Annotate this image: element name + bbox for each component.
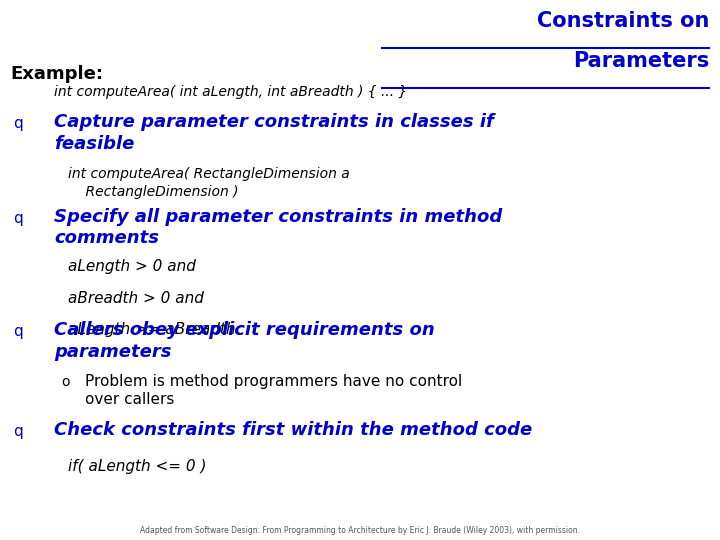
Text: Constraints on: Constraints on	[537, 11, 709, 31]
Text: Capture parameter constraints in classes if
feasible: Capture parameter constraints in classes…	[54, 113, 494, 153]
Text: q: q	[13, 211, 23, 226]
Text: Check constraints first within the method code: Check constraints first within the metho…	[54, 421, 532, 439]
Text: if( aLength <= 0 ): if( aLength <= 0 )	[68, 459, 207, 474]
Text: aLength >= aBreadth: aLength >= aBreadth	[68, 322, 236, 337]
Text: int computeArea( int aLength, int aBreadth ) { ... }: int computeArea( int aLength, int aBread…	[54, 85, 408, 99]
Text: q: q	[13, 324, 23, 339]
Text: Specify all parameter constraints in method
comments: Specify all parameter constraints in met…	[54, 208, 503, 247]
Text: aLength > 0 and: aLength > 0 and	[68, 259, 197, 274]
Text: aBreadth > 0 and: aBreadth > 0 and	[68, 291, 204, 306]
Text: Parameters: Parameters	[573, 51, 709, 71]
Text: Example:: Example:	[11, 65, 104, 83]
Text: int computeArea( RectangleDimension a
    RectangleDimension ): int computeArea( RectangleDimension a Re…	[68, 167, 350, 199]
Text: Callers obey explicit requirements on
parameters: Callers obey explicit requirements on pa…	[54, 321, 435, 361]
Text: Problem is method programmers have no control
over callers: Problem is method programmers have no co…	[85, 374, 462, 407]
Text: Adapted from Software Design: From Programming to Architecture by Eric J. Braude: Adapted from Software Design: From Progr…	[140, 525, 580, 535]
Text: o: o	[61, 375, 70, 389]
Text: q: q	[13, 424, 23, 439]
Text: q: q	[13, 116, 23, 131]
